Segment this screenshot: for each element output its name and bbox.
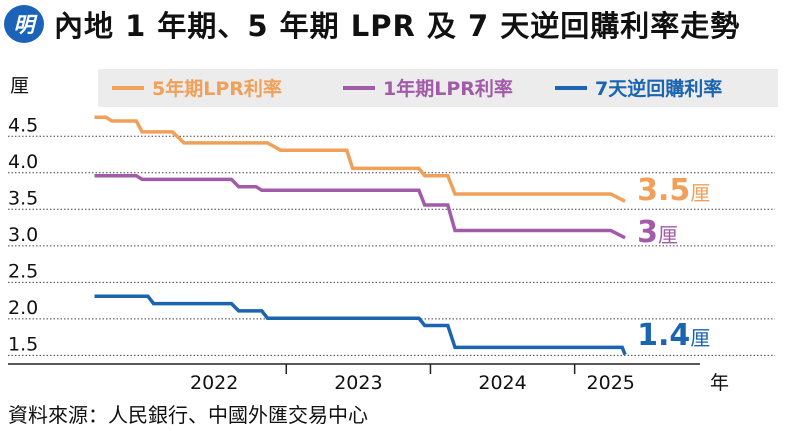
source-note: 資料來源：人民銀行、中國外匯交易中心 xyxy=(8,403,368,427)
y-tick-label: 1.5 xyxy=(8,333,38,355)
legend-entry: 1年期LPR利率 xyxy=(383,77,513,100)
y-tick-label: 2.0 xyxy=(8,297,38,319)
logo: 明 xyxy=(4,5,44,43)
end-value-label: 1.4厘 xyxy=(637,318,710,353)
x-tick-label: 2025 xyxy=(587,372,635,394)
y-tick-label: 4.0 xyxy=(8,151,38,173)
legend-box xyxy=(98,69,778,107)
end-value-label: 3.5厘 xyxy=(637,173,710,208)
y-tick-label: 2.5 xyxy=(8,260,38,282)
legend-entry: 5年期LPR利率 xyxy=(152,77,282,100)
title-bar: 明 內地 1 年期、5 年期 LPR 及 7 天逆回購利率走勢 xyxy=(0,0,795,48)
series-line xyxy=(94,173,626,240)
chart-title: 內地 1 年期、5 年期 LPR 及 7 天逆回購利率走勢 xyxy=(54,9,741,43)
x-axis-label: 年 xyxy=(710,372,729,394)
end-value-label: 3厘 xyxy=(637,215,678,250)
series-line xyxy=(94,294,627,356)
series-line xyxy=(94,115,626,203)
y-tick-label: 3.5 xyxy=(8,187,38,209)
y-tick-label: 4.5 xyxy=(8,114,38,136)
x-tick-label: 2024 xyxy=(478,372,526,394)
x-tick-label: 2022 xyxy=(190,372,238,394)
y-tick-label: 3.0 xyxy=(8,224,38,246)
legend-entry: 7天逆回購利率 xyxy=(595,77,722,100)
x-tick-label: 2023 xyxy=(334,372,382,394)
y-axis-label: 厘 xyxy=(10,75,29,97)
